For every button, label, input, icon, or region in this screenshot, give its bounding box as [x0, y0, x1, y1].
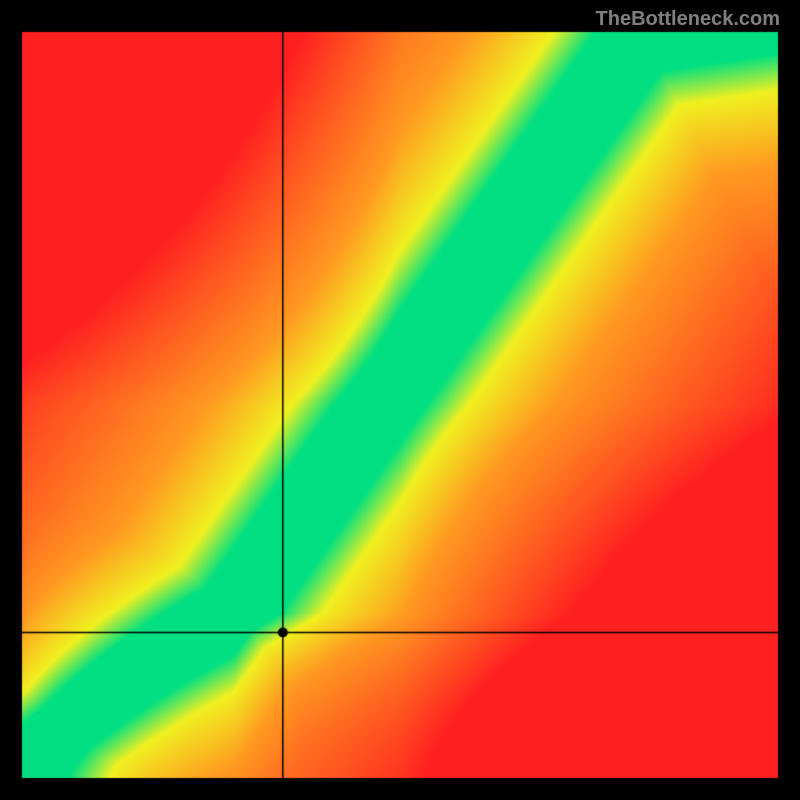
watermark-text: TheBottleneck.com	[596, 8, 780, 31]
bottleneck-heatmap	[0, 0, 800, 800]
chart-container: TheBottleneck.com	[0, 0, 800, 800]
